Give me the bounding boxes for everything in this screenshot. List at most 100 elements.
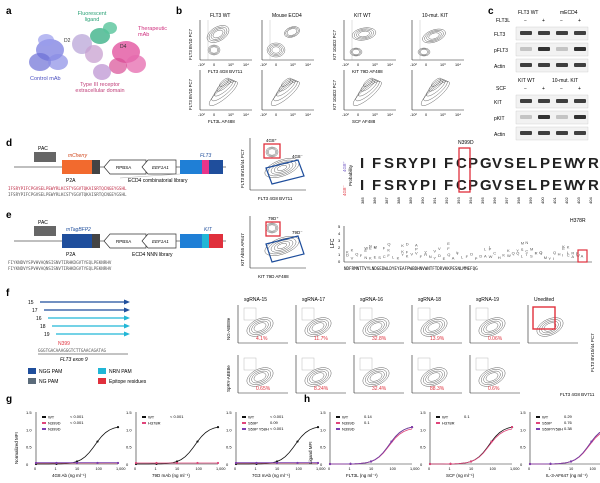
d-logo-position: 389 (408, 197, 413, 204)
e-lfc-letter: K (346, 250, 349, 255)
e-lfc-letter: E (447, 241, 450, 246)
c-blot-strip (515, 94, 589, 109)
c-lane-mark: + (542, 18, 545, 24)
label-receptor-ecd: Type III receptor extracellular domain (75, 82, 124, 94)
e-lfc-letter: F (447, 246, 450, 251)
e-lfc-letter: K (387, 247, 390, 252)
y-axis-label: Normalized MFI (14, 432, 19, 464)
label-therapeutic-mab: Therapeutic mAb (138, 26, 167, 38)
f-pct-label: 0.65% (256, 386, 271, 392)
x-tick-label: 0 (34, 467, 36, 471)
b-flow-plot: -10² 0 10³ 10⁴ (260, 70, 314, 117)
p-value: 0.38 (564, 426, 573, 431)
c-blot-strip (515, 42, 589, 57)
contour-ring (483, 370, 501, 384)
b-tick-label: 0 (357, 63, 359, 67)
e-lfc-ytick: 0 (338, 259, 341, 264)
c-blot-band (520, 131, 532, 135)
f-guide-label: 19 (44, 332, 50, 338)
e-sequence-2: FIYKNDVYSPVHVAQNSISNVTIRHKDGVTYEQLPEKNRH… (8, 266, 112, 271)
c-lane-mark: + (578, 18, 581, 24)
c-top-treatment: FLT3L (496, 18, 510, 24)
y-tick-label: 1.0 (420, 427, 426, 432)
e-flow-plot: 79D⁺ 79D⁻ KIT Ab55 AF647 KIT 79D AF488 (240, 216, 306, 279)
contour-ring (266, 42, 286, 58)
data-point (316, 461, 320, 465)
f-pct-label: 13.9% (430, 336, 445, 342)
data-point (55, 461, 58, 465)
data-point (216, 426, 220, 429)
contour-ring (481, 319, 503, 335)
b-tick-label: 10⁴ (305, 63, 311, 67)
contour-ring (543, 322, 557, 332)
c-bottom-lane-marks: − + − + (524, 86, 581, 92)
d-eef1a1-arrow (141, 159, 177, 175)
contour-ring (309, 370, 327, 384)
c-top-blots: FLT3 pFLT3 Actin (494, 26, 589, 73)
contour-ring (367, 370, 385, 384)
data-point (116, 461, 120, 465)
y-tick-label: 0.5 (126, 445, 132, 450)
f-guide-label: 16 (36, 316, 42, 322)
e-label-p2a: P2A (66, 252, 76, 258)
x-tick-label: 1 (549, 467, 551, 471)
contour-ring (249, 369, 271, 385)
legend-label: H378R (148, 421, 161, 426)
e-lfc-letter: Q (539, 250, 542, 255)
e-gate-negative (265, 235, 305, 263)
c-blot-band (574, 99, 586, 103)
f-guide-label: 18 (40, 324, 46, 330)
contour-ring (246, 367, 274, 387)
contour-ring (425, 320, 443, 334)
d-logo-letter-bottom: I (432, 177, 436, 194)
legend-label: WT (542, 415, 549, 420)
data-point (349, 462, 352, 465)
x-tick-label: 100 (390, 467, 396, 471)
contour-ring (478, 367, 506, 387)
f-legend-label: NGG PAM (39, 369, 62, 375)
e-flow-ylabel: KIT Ab55 AF647 (240, 233, 245, 266)
x-tick-label: 1 (349, 467, 351, 471)
d-logo-letter-bottom: W (564, 177, 579, 194)
d-logo-position: 393 (456, 197, 461, 204)
contour-ring (358, 79, 378, 97)
e-lfc-letter: Y (433, 255, 436, 260)
e-lfc-letter: S (521, 247, 524, 252)
e-lfc-letter: Q (512, 251, 515, 256)
d-label-eef1a1: EEF1A1 (152, 165, 169, 170)
contour-ring (360, 78, 376, 92)
x-tick-label: 100 (490, 467, 496, 471)
d-logo-letter-bottom: V (492, 177, 502, 194)
c-top-header-wt: FLT3 WT (518, 10, 538, 16)
b-tick-label: 0 (357, 113, 359, 117)
p-value: < 0.001 (170, 414, 184, 419)
b-tick-label: 10⁴ (305, 113, 311, 117)
contour-ring (285, 27, 299, 37)
f-pct-label: 11.7% (314, 336, 328, 342)
d-logo-letter-top: C (456, 155, 467, 172)
label-d4: D4 (120, 44, 127, 50)
f-pct-label: 4.1% (256, 336, 268, 342)
f-guide-arrows: 15 17 16 18 19 N399 (28, 299, 130, 347)
data-point (96, 440, 99, 443)
c-blot-band (556, 99, 568, 103)
c-blot-band (556, 131, 568, 135)
contour-ring (311, 322, 325, 332)
d-logo-letter-top: I (360, 155, 364, 172)
c-bottom-blots: KIT pKIT Actin (494, 94, 589, 141)
contour-ring (369, 372, 383, 382)
f-guide-label: 15 (28, 300, 34, 306)
b-tick-label: 10³ (440, 63, 446, 67)
protein-structure-illustration (29, 22, 146, 80)
c-blot-band (556, 31, 568, 35)
dose-response-plot: 0 0.5 1.0 1.5 0 1 10 100 1,000 79D mAb (ng ml⁻¹) W… (126, 410, 226, 478)
b-ylabel: KIT 104D2 PC7 (332, 79, 337, 110)
x-tick-label: 1,000 (410, 467, 420, 471)
y-tick-label: 1.0 (226, 427, 232, 432)
e-lfc-letter: A (452, 256, 455, 261)
f-flow-plot: 32.8% (353, 305, 404, 344)
x-tick-label: 0 (234, 467, 236, 471)
e-label-library: ECD4 NNN library (132, 252, 173, 258)
f-flow-plot: 32.4% (353, 355, 404, 394)
d-logo-letter-top: E (552, 155, 562, 172)
